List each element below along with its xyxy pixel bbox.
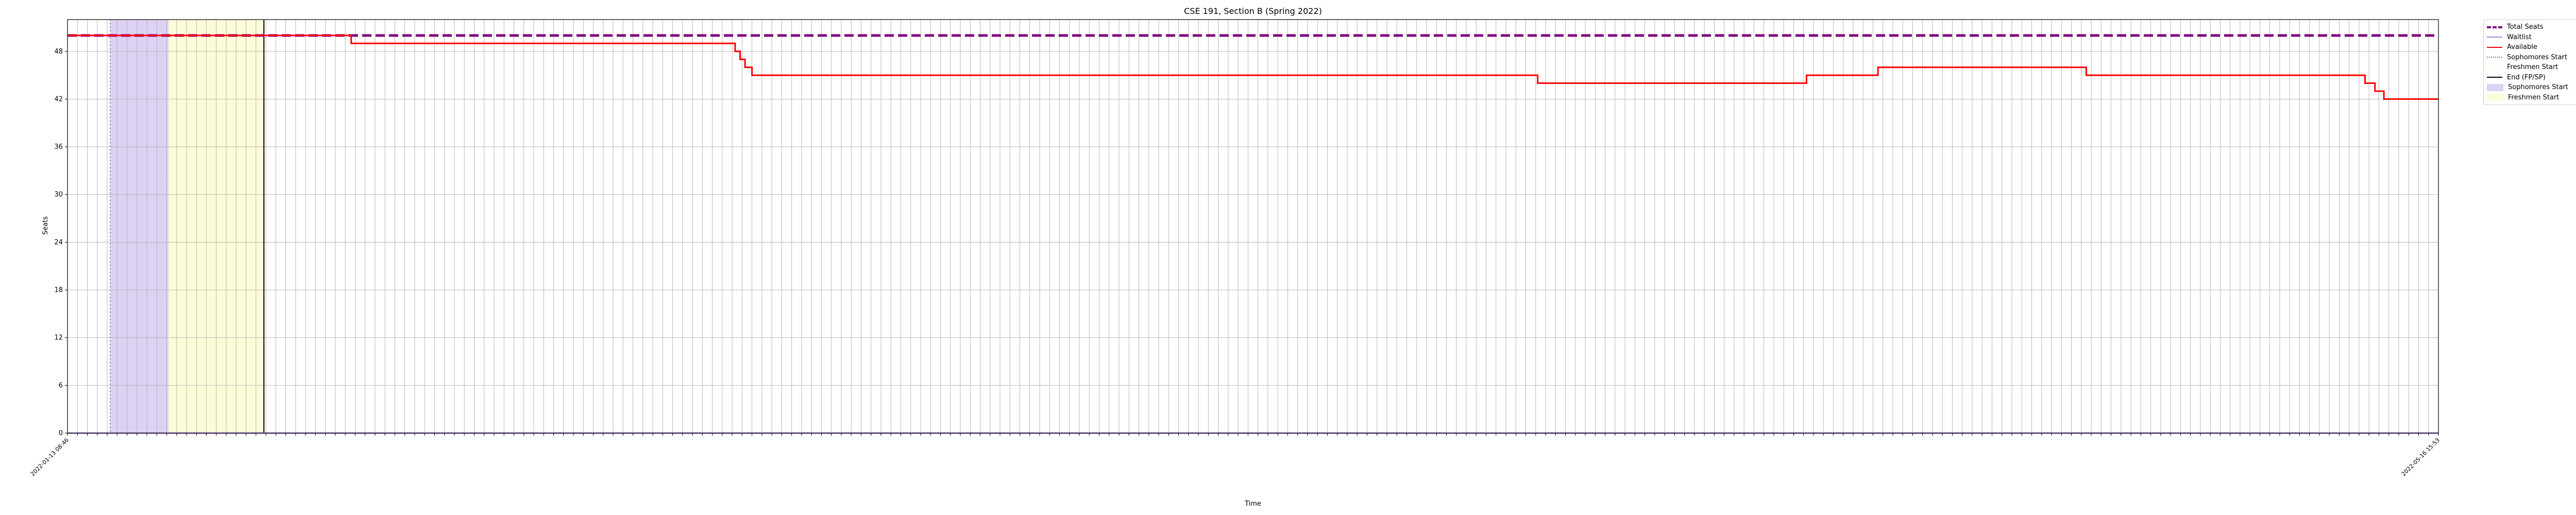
y-tick-label: 18 — [54, 286, 63, 294]
legend-line — [2487, 77, 2502, 78]
chart-title: CSE 191, Section B (Spring 2022) — [1184, 6, 1322, 16]
marker-lines — [109, 20, 265, 433]
legend-line — [2487, 37, 2502, 38]
grid — [67, 20, 2439, 434]
legend-item: Available — [2487, 42, 2574, 53]
plot-frame — [67, 19, 2439, 434]
span-0 — [110, 20, 169, 433]
axes — [67, 19, 2439, 434]
legend-swatch — [2487, 64, 2502, 71]
y-tick-label: 0 — [59, 430, 63, 437]
series-lines — [67, 34, 2438, 434]
legend-swatch — [2487, 44, 2502, 50]
x-tick-label: 2022-05-16 15:53 — [2400, 437, 2441, 477]
x-axis-label: Time — [1244, 500, 1261, 508]
legend-item: Total Seats — [2487, 22, 2574, 32]
legend-line — [2487, 66, 2502, 68]
shaded-spans — [110, 20, 264, 433]
legend-line — [2487, 46, 2502, 48]
y-axis-label: Seats — [42, 216, 49, 235]
legend-item: Sophomores Start — [2487, 53, 2574, 63]
legend-item: Sophomores Start — [2487, 82, 2574, 93]
x-ticks: 2022-01-13 08:46 2022-05-16 15:53 — [29, 433, 2441, 477]
y-tick-label: 48 — [54, 48, 63, 56]
y-tick-label: 36 — [54, 143, 63, 151]
legend-swatch — [2487, 34, 2502, 40]
y-tick-label: 24 — [54, 238, 63, 246]
legend-swatch — [2487, 94, 2503, 101]
legend-swatch — [2487, 24, 2502, 30]
y-tick-label: 12 — [54, 334, 63, 342]
y-tick-label: 6 — [59, 382, 63, 389]
y-tick-label: 42 — [54, 95, 63, 103]
legend-label: Sophomores Start — [2508, 83, 2568, 92]
legend-label: Freshmen Start — [2507, 63, 2558, 72]
legend-swatch — [2487, 83, 2503, 91]
legend-label: End (FP/SP) — [2507, 73, 2546, 81]
legend-swatch — [2487, 74, 2502, 80]
legend-swatch — [2487, 54, 2502, 60]
x-tick-label: 2022-01-13 08:46 — [29, 437, 70, 477]
legend-item: Waitlist — [2487, 32, 2574, 43]
legend-label: Waitlist — [2507, 33, 2532, 41]
legend-item: Freshmen Start — [2487, 62, 2574, 73]
legend-line — [2487, 26, 2502, 28]
series-line-2 — [67, 35, 2438, 100]
legend-label: Total Seats — [2507, 23, 2544, 31]
y-tick-label: 30 — [54, 191, 63, 199]
legend: Total Seats Waitlist Available Sophomores S… — [2483, 20, 2576, 105]
legend-item: Freshmen Start — [2487, 93, 2574, 103]
legend-label: Sophomores Start — [2507, 53, 2567, 61]
legend-label: Freshmen Start — [2508, 93, 2560, 101]
legend-item: End (FP/SP) — [2487, 73, 2574, 83]
y-ticks: 0 6 12 18 24 30 36 42 48 — [54, 48, 67, 437]
legend-line — [2487, 57, 2502, 58]
legend-label: Available — [2507, 43, 2537, 52]
